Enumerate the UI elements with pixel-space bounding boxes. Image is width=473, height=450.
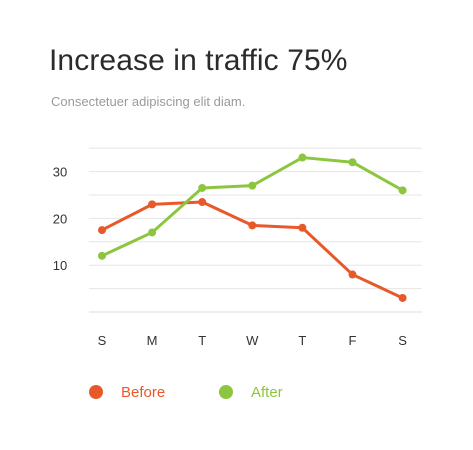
data-point-after <box>398 186 407 195</box>
x-tick-label: S <box>398 333 407 348</box>
legend-after-dot <box>219 385 233 399</box>
legend-after-label: After <box>251 383 283 401</box>
y-tick-label: 30 <box>53 165 67 180</box>
data-point-after <box>298 153 307 162</box>
data-point-after <box>98 251 106 260</box>
y-tick-label: 20 <box>53 211 67 226</box>
legend-before-dot <box>89 385 103 399</box>
chart-title: Increase in traffic 75% <box>49 44 348 77</box>
data-point-after <box>148 228 157 237</box>
x-tick-label: W <box>246 333 259 348</box>
x-tick-label: M <box>147 333 158 348</box>
x-tick-label: F <box>349 333 357 348</box>
legend-item-after: After <box>219 383 283 401</box>
data-point-before <box>148 200 157 209</box>
data-point-before <box>248 221 257 230</box>
data-point-before <box>198 198 207 207</box>
x-tick-label: S <box>98 333 107 348</box>
data-point-after <box>248 181 257 190</box>
y-tick-label: 10 <box>53 258 67 273</box>
x-tick-label: T <box>198 333 206 348</box>
legend-item-before: Before <box>89 383 165 401</box>
data-point-after <box>348 158 357 167</box>
chart-subtitle: Consectetuer adipiscing elit diam. <box>51 94 246 109</box>
data-point-before <box>298 223 307 232</box>
data-point-after <box>198 183 207 192</box>
data-point-before <box>348 270 357 279</box>
data-point-before <box>398 293 407 302</box>
data-point-before <box>98 226 106 235</box>
x-tick-label: T <box>298 333 306 348</box>
series-line-before <box>100 200 405 300</box>
legend-before-label: Before <box>121 383 166 401</box>
